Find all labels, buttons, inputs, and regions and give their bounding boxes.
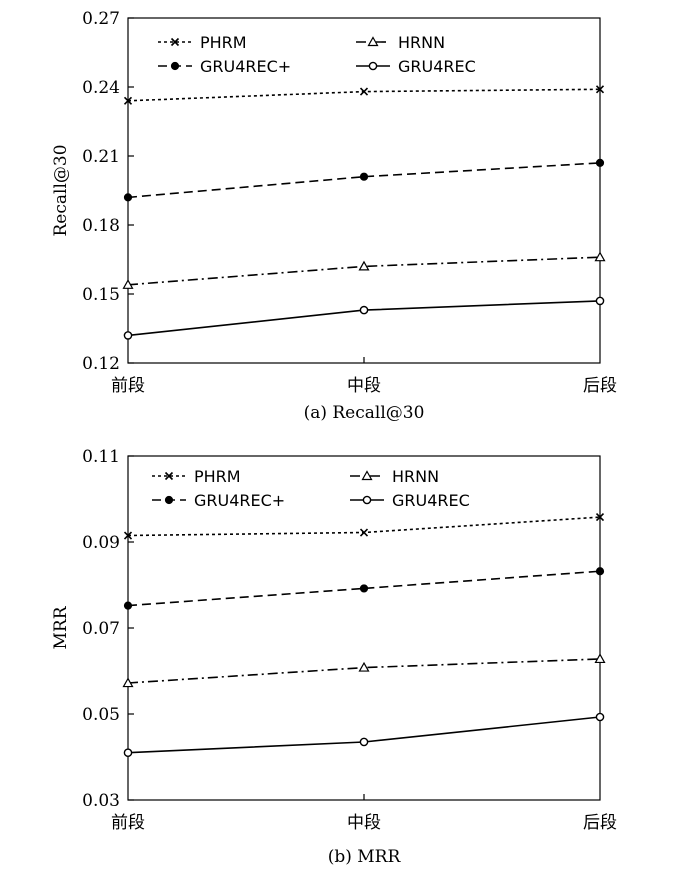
x-tick-label: 后段 — [583, 376, 617, 396]
legend-marker-hrnn — [361, 470, 373, 481]
data-point-gru4rec — [123, 193, 133, 202]
legend-label-gru4rec: GRU4REC — [392, 491, 470, 510]
legend-marker-gru4rec — [368, 61, 378, 71]
y-tick-label: 0.05 — [82, 705, 120, 725]
legend-marker-phrm — [164, 471, 174, 481]
legend-label-hrnn: HRNN — [392, 467, 439, 486]
series-line-hrnn — [127, 256, 601, 286]
legend-label-gru4rec: GRU4REC — [398, 57, 476, 76]
legend-marker-gru4rec — [170, 61, 180, 71]
chart-caption: (b) MRR — [328, 847, 402, 867]
legend-label-hrnn: HRNN — [398, 33, 445, 52]
data-point-gru4rec — [595, 158, 605, 167]
chart-caption: (a) Recall@30 — [304, 403, 425, 423]
legend-marker-hrnn — [367, 36, 379, 47]
legend-marker-gru4rec — [164, 495, 174, 505]
x-tick-label: 前段 — [111, 376, 145, 396]
y-tick-label: 0.09 — [82, 533, 120, 553]
y-tick-label: 0.27 — [82, 9, 120, 29]
data-point-phrm — [595, 85, 605, 94]
data-point-hrnn — [122, 279, 134, 289]
legend-marker-gru4rec — [362, 495, 372, 505]
data-point-phrm — [123, 531, 133, 540]
y-tick-label: 0.07 — [82, 619, 120, 639]
data-point-hrnn — [358, 260, 370, 271]
data-point-phrm — [359, 528, 369, 537]
data-point-gru4rec — [595, 296, 605, 306]
legend-label-phrm: PHRM — [200, 33, 247, 52]
y-tick-label: 0.24 — [82, 78, 120, 98]
y-tick-label: 0.11 — [82, 447, 120, 467]
series-line-gru4rec — [127, 716, 601, 754]
series-line-gru4rec — [127, 570, 601, 607]
chart-panel-recall: 0.12 0.15 0.18 0.21 0.24 0.27 前段 中段 后段 Recall@30 (… — [51, 9, 617, 423]
y-tick-label: 0.21 — [82, 147, 120, 167]
data-point-gru4rec — [359, 305, 369, 315]
data-point-gru4rec — [595, 567, 605, 576]
y-tick-label: 0.18 — [82, 216, 120, 236]
legend-label-gru4rec: GRU4REC+ — [200, 57, 291, 76]
chart-panel-mrr: 0.03 0.05 0.07 0.09 0.11 前段 中段 后段 MRR (b) MRR PHRM… — [51, 447, 617, 867]
legend-label-gru4rec: GRU4REC+ — [194, 491, 285, 510]
legend-marker-phrm — [170, 37, 180, 47]
y-axis-title: Recall@30 — [51, 144, 71, 236]
data-point-gru4rec — [359, 172, 369, 181]
data-point-phrm — [359, 87, 369, 96]
data-point-gru4rec — [359, 737, 369, 747]
x-tick-label: 中段 — [347, 813, 381, 833]
data-point-gru4rec — [123, 331, 133, 340]
data-point-gru4rec — [595, 712, 605, 722]
data-point-phrm — [123, 96, 133, 105]
data-point-hrnn — [594, 251, 606, 262]
y-tick-label: 0.03 — [82, 791, 120, 811]
data-point-gru4rec — [123, 601, 133, 610]
x-tick-label: 前段 — [111, 813, 145, 833]
data-point-gru4rec — [359, 584, 369, 593]
y-axis-title: MRR — [51, 605, 71, 649]
data-point-phrm — [595, 512, 605, 522]
y-tick-label: 0.12 — [82, 354, 120, 374]
legend-label-phrm: PHRM — [194, 467, 241, 486]
data-point-hrnn — [358, 661, 370, 672]
data-point-hrnn — [594, 653, 606, 664]
x-tick-label: 中段 — [347, 376, 381, 396]
series-line-gru4rec — [127, 162, 601, 199]
y-tick-label: 0.15 — [82, 285, 120, 305]
x-tick-label: 后段 — [583, 813, 617, 833]
data-point-hrnn — [122, 677, 134, 688]
data-point-gru4rec — [123, 748, 133, 758]
